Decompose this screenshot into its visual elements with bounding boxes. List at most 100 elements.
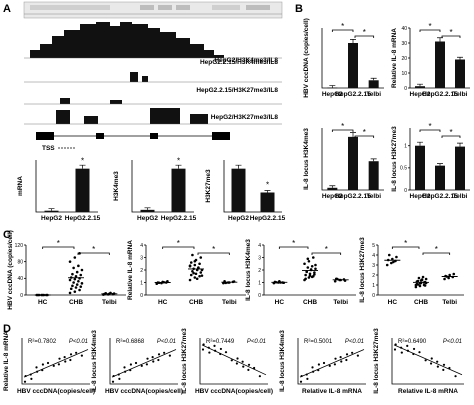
browser-zoom-box — [212, 5, 240, 10]
significance-bracket — [331, 29, 354, 32]
y-axis-label: IL-8 locus H3K27me3 — [373, 328, 380, 394]
x-tick-label: CHB — [69, 299, 83, 306]
data-point — [69, 358, 72, 362]
gene-exon — [212, 132, 230, 140]
gene-exon — [36, 132, 54, 140]
y-axis-label: Relative IL-8 mRNA — [391, 28, 398, 88]
x-tick-label: HepG2 — [41, 215, 62, 222]
browser-nav-button — [140, 5, 154, 10]
significance-bracket — [419, 129, 441, 132]
data-point — [163, 351, 166, 354]
panel-letter-a: A — [3, 3, 11, 15]
data-point — [78, 288, 81, 292]
x-tick-label: CHB — [303, 299, 317, 306]
data-point — [421, 275, 425, 279]
axes — [321, 128, 384, 191]
axes — [377, 245, 464, 296]
data-point — [314, 263, 317, 267]
y-tick-label: 1 — [140, 280, 143, 286]
error-bar — [370, 158, 377, 162]
x-tick-label: HC — [275, 299, 285, 306]
data-point — [64, 360, 67, 363]
data-point — [71, 284, 74, 288]
data-point — [334, 357, 337, 360]
track-label: HepG2/H3K4me3/IL8 — [214, 57, 278, 64]
bar — [348, 136, 358, 190]
data-point — [77, 264, 80, 268]
data-point — [333, 363, 336, 366]
significance-star: * — [325, 245, 328, 254]
r-squared-annotation: R²=0.7449 — [206, 339, 235, 345]
significance-bracket — [278, 246, 309, 249]
significance-bracket — [354, 35, 375, 38]
y-axis-label: Relative IL-8 mRNA — [127, 240, 134, 300]
r-squared-annotation: R²=0.6490 — [398, 339, 427, 345]
significance-bracket — [42, 246, 75, 249]
data-point — [339, 356, 342, 359]
data-point — [74, 286, 78, 289]
data-point — [73, 290, 77, 293]
data-point — [442, 363, 446, 366]
bar — [455, 59, 465, 88]
data-point — [75, 270, 79, 274]
bar — [44, 210, 59, 212]
y-tick-label: 2 — [258, 268, 261, 274]
x-tick-label: Telbi — [333, 299, 348, 306]
data-point — [193, 259, 197, 263]
data-point — [166, 279, 169, 283]
axes — [321, 28, 384, 89]
significance-star: * — [428, 122, 431, 131]
data-point — [307, 276, 311, 279]
error-bar — [370, 77, 377, 81]
x-tick-label: HepG2.2.15 — [422, 91, 458, 98]
y-tick-label: 10 — [401, 71, 407, 77]
trend-line — [299, 349, 365, 378]
data-point — [208, 351, 211, 354]
bar — [435, 165, 445, 190]
x-tick-label: HepG2 — [322, 193, 343, 200]
data-point — [194, 272, 198, 276]
data-point — [123, 366, 126, 369]
significance-bracket — [422, 252, 451, 255]
significance-bracket — [197, 252, 230, 255]
p-value-annotation: P<0.01 — [345, 339, 364, 345]
data-point — [189, 273, 193, 277]
bar — [327, 187, 338, 190]
y-tick-label: 0 — [372, 293, 375, 299]
x-tick-label: HepG2 — [228, 215, 249, 222]
data-point — [322, 361, 326, 365]
y-tick-label: 40 — [401, 26, 407, 32]
x-tick-label: HepG2 — [322, 91, 343, 98]
data-point — [157, 353, 161, 356]
data-point — [72, 281, 75, 284]
data-point — [80, 268, 84, 272]
data-point — [73, 277, 77, 281]
data-point — [200, 274, 204, 277]
data-point — [328, 364, 331, 367]
y-tick-label: 0 — [258, 293, 261, 299]
data-point — [308, 274, 312, 277]
y-tick-label: 4 — [258, 243, 261, 249]
data-point — [80, 282, 84, 285]
y-axis-label: H3K27me3 — [205, 169, 212, 203]
data-point — [68, 291, 72, 295]
data-point — [35, 366, 38, 369]
data-point — [454, 375, 457, 378]
y-tick-label: 0 — [140, 293, 143, 299]
track-peak — [110, 100, 122, 104]
data-point — [423, 284, 427, 287]
x-tick-label: HepG2 — [410, 91, 431, 98]
x-tick-label: HepG2.2.15 — [65, 215, 101, 222]
data-point — [313, 271, 316, 274]
y-axis-label: IL-8 locus H3K27me3 — [359, 237, 366, 303]
data-point — [75, 283, 79, 286]
data-point — [168, 354, 171, 357]
data-point — [199, 256, 203, 259]
panel-letter-d: D — [3, 323, 11, 335]
data-point — [30, 377, 33, 380]
bar — [75, 168, 90, 212]
data-point — [247, 363, 251, 366]
data-point — [69, 287, 73, 291]
data-point — [111, 380, 115, 383]
data-point — [230, 359, 233, 362]
